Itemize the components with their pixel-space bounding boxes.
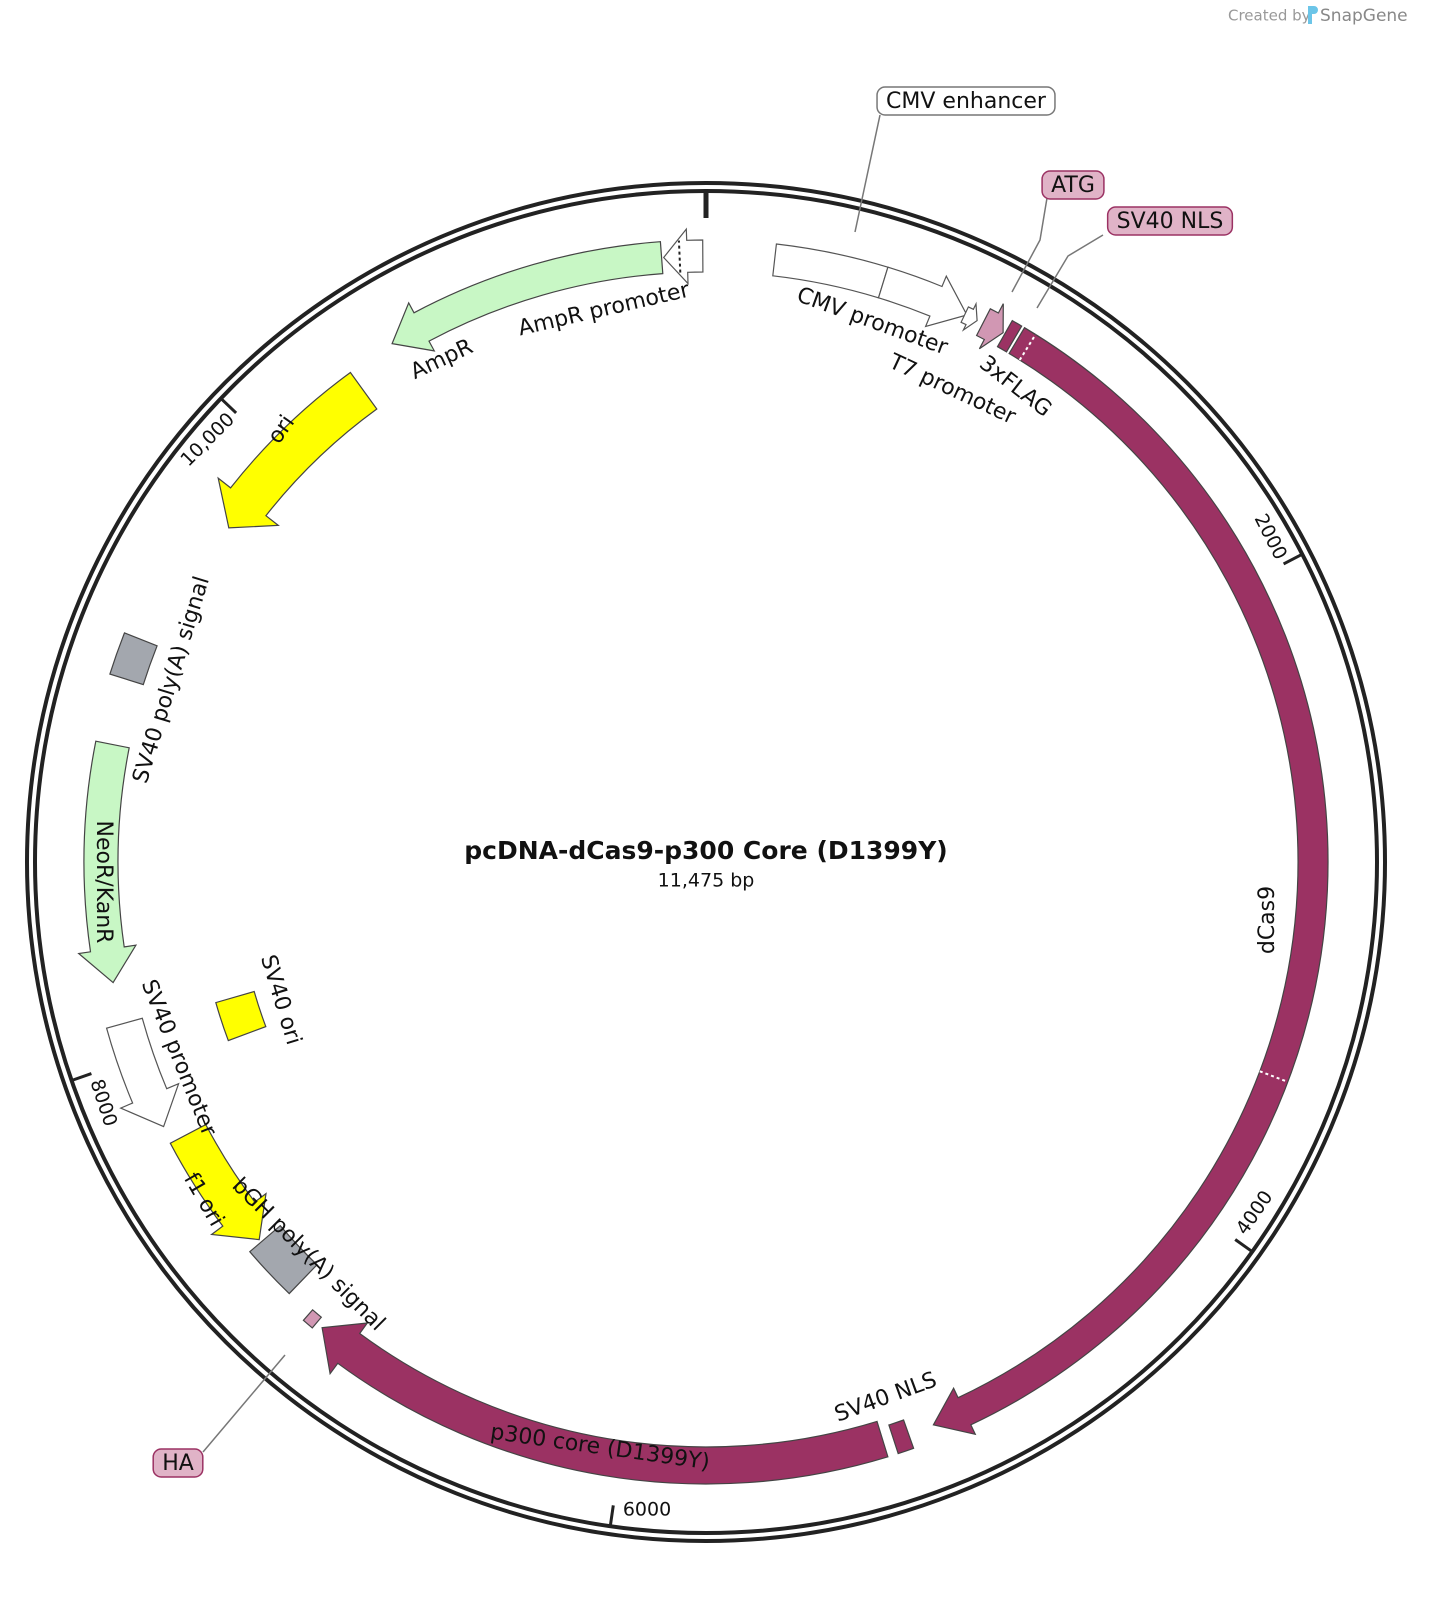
tick-label: 6000 [623,1499,671,1521]
callout-label: CMV enhancer [886,89,1047,114]
feature [877,266,968,328]
feature [217,371,378,529]
tick-label: 2000 [1250,510,1292,563]
tick-mark [71,1072,92,1082]
callout-label: HA [162,1451,194,1476]
feature [772,243,889,299]
feature [105,1017,180,1128]
feature-label: SV40 ori [255,952,306,1048]
tick-mark [608,1505,615,1527]
feature-label: NeoR/KanR [91,821,116,944]
brand-logo [1308,6,1318,24]
feature [77,740,138,984]
tick-label: 4000 [1232,1187,1278,1239]
feature-label: SV40 NLS [831,1368,940,1428]
feature [975,303,1004,350]
callout-line [202,1354,286,1453]
callout-label: ATG [1051,173,1095,198]
feature [391,241,664,352]
feature-label: bGH poly(A) signal [227,1173,390,1336]
feature [248,1224,318,1295]
feature [215,990,267,1042]
callout-box [1106,206,1234,236]
callout-box [1041,170,1105,200]
feature [960,301,978,332]
brand-name: SnapGene [1320,6,1408,26]
callout-line [854,114,881,233]
map-length: 11,475 bp [658,870,755,892]
callout-line [1036,234,1104,309]
feature [996,319,1023,353]
tick-mark [219,397,238,414]
tick-mark [1234,1238,1254,1253]
feature [302,1308,323,1329]
created-by: Created by [1228,7,1311,25]
divider [1018,333,1037,361]
backbone-outer [25,181,1387,1543]
map-title: pcDNA-dCas9-p300 Core (D1399Y) [464,836,947,865]
feature [109,632,158,686]
feature [169,1123,267,1241]
callout-box [876,86,1056,116]
feature [888,1419,915,1455]
tick-mark [1282,552,1303,566]
feature [321,1322,889,1485]
divider [1259,1070,1289,1083]
feature-label: dCas9 [1255,886,1280,954]
callout-line [1011,197,1048,293]
tick-label: 8000 [86,1076,122,1129]
callout-label: SV40 NLS [1117,209,1224,234]
divider [677,240,682,273]
feature [662,227,704,286]
callout-box [152,1448,204,1478]
feature [932,326,1329,1436]
